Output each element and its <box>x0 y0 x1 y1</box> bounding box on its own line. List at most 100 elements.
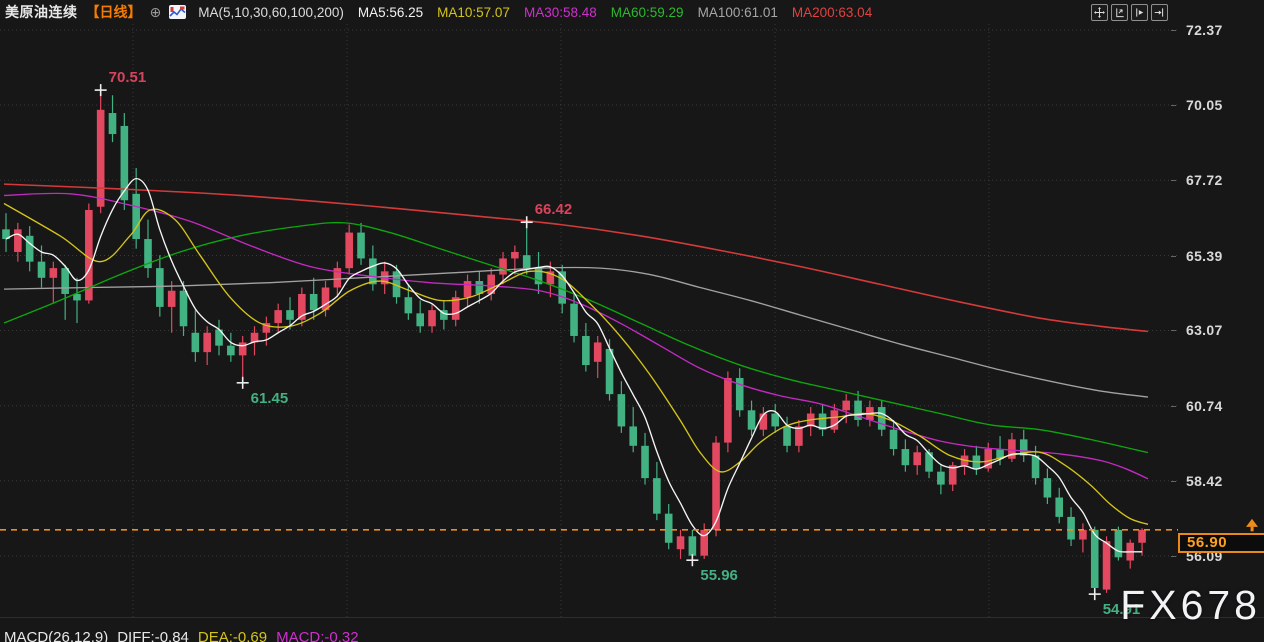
candle-body <box>203 332 211 353</box>
candle-body <box>913 452 922 466</box>
candle-body <box>925 452 933 472</box>
candle-body <box>570 303 578 336</box>
candle-body <box>984 449 993 469</box>
candle-body <box>1079 529 1087 540</box>
candle-body <box>759 413 768 430</box>
candle-body <box>227 345 235 356</box>
candle-body <box>747 410 756 430</box>
ma30-value: MA30:58.48 <box>523 4 597 20</box>
candle-body <box>120 125 129 201</box>
candle-body <box>440 310 448 320</box>
macd-dea-value: DEA:-0.69 <box>197 629 268 642</box>
axis-tick <box>1171 255 1176 257</box>
pan-icon[interactable] <box>1091 4 1108 21</box>
candle-body <box>132 193 140 240</box>
axis-tick <box>1171 480 1176 482</box>
candle-body <box>96 109 105 207</box>
watermark: FX678 <box>1120 582 1261 628</box>
candle-body <box>546 271 555 285</box>
candle-body <box>1138 529 1146 543</box>
candle-body <box>664 513 673 543</box>
candle-body <box>309 293 318 311</box>
candle-body <box>558 271 566 304</box>
candle-body <box>676 536 685 550</box>
ma5-value: MA5:56.25 <box>357 4 424 20</box>
candle-body <box>404 297 413 314</box>
price-annotation: 54.91 <box>1103 601 1141 618</box>
candle-body <box>688 536 697 556</box>
pane-divider[interactable] <box>0 617 1264 618</box>
candle-body <box>61 268 69 294</box>
candle-body <box>1031 455 1040 479</box>
chart-header: 美原油连续 【日线】 ⊕ MA(5,10,30,60,100,200) MA5:… <box>0 0 1264 24</box>
candle-body <box>416 313 424 327</box>
candle-body <box>274 310 282 324</box>
y-axis-label: 65.39 <box>1186 247 1223 264</box>
ma10-value: MA10:57.07 <box>437 4 510 20</box>
candle-body <box>996 449 1004 459</box>
candle-body <box>522 255 531 269</box>
candle-body <box>842 400 851 411</box>
candle-body <box>85 209 93 301</box>
candle-body <box>357 232 365 259</box>
y-axis-label: 72.37 <box>1186 22 1223 38</box>
ma200-line <box>3 183 1149 333</box>
jump-to-latest-icon[interactable] <box>1151 4 1168 21</box>
candle-body <box>712 442 720 530</box>
axis-tick <box>1171 556 1176 557</box>
candle-body <box>487 274 495 294</box>
last-price-tag: 56.90 <box>1178 532 1264 553</box>
price-up-arrow-icon <box>1246 518 1258 527</box>
price-annotation: 61.45 <box>251 390 289 407</box>
globe-icon[interactable]: ⊕ <box>149 4 162 20</box>
candle-body <box>144 239 152 269</box>
price-scale-left-icon[interactable] <box>1111 4 1128 21</box>
ma30-line <box>3 192 1149 480</box>
price-annotation: 70.51 <box>109 69 147 86</box>
y-axis-label: 58.42 <box>1186 472 1223 489</box>
candle-body <box>333 268 342 288</box>
candle-body <box>700 529 709 556</box>
candle-body <box>1019 439 1028 456</box>
candle-body <box>1043 478 1052 498</box>
axis-tick <box>1171 405 1176 407</box>
candle-body <box>1114 529 1123 558</box>
candle-body <box>463 281 472 298</box>
candle-body <box>1008 439 1016 459</box>
candle-body <box>73 293 81 301</box>
candle-body <box>593 342 602 362</box>
kline-logo-icon[interactable] <box>169 5 187 19</box>
ma-params-label: MA(5,10,30,60,100,200) <box>198 4 344 20</box>
candle-body <box>215 329 223 346</box>
axis-tick <box>1171 180 1176 182</box>
ma60-line <box>3 221 1149 454</box>
candle-body <box>582 335 590 366</box>
price-annotation: 55.96 <box>700 567 738 584</box>
candle-body <box>345 232 353 269</box>
candle-body <box>37 261 46 278</box>
ma100-line <box>3 266 1149 398</box>
candle-body <box>250 332 259 343</box>
candle-body <box>818 413 827 430</box>
candle-body <box>49 268 58 278</box>
candle-body <box>830 410 839 430</box>
ma5-line <box>5 177 1143 553</box>
candle-body <box>795 426 803 446</box>
candle-body <box>653 478 661 514</box>
candle-body <box>783 426 791 446</box>
candle-body <box>475 281 484 294</box>
candle-body <box>286 310 294 320</box>
candle-body <box>1090 529 1099 588</box>
candle-body <box>262 323 271 333</box>
macd-header: MACD(26,12,9) DIFF:-0.84 DEA:-0.69 MACD:… <box>4 629 359 642</box>
price-up-arrow-stem <box>1250 526 1254 532</box>
candle-body <box>735 377 744 411</box>
candle-body <box>901 449 910 466</box>
candle-body <box>238 342 247 356</box>
macd-diff-value: DIFF:-0.84 <box>117 629 189 642</box>
candle-body <box>1067 516 1075 540</box>
y-axis-label: 63.07 <box>1186 322 1223 339</box>
auto-scale-icon[interactable] <box>1131 4 1148 21</box>
candle-body <box>179 290 188 327</box>
